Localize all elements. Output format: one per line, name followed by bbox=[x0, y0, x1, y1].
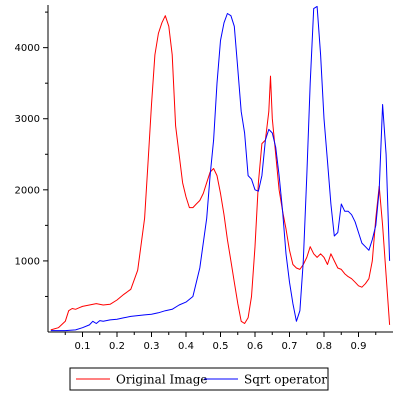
legend-label-sqrt-operator: Sqrt operator bbox=[244, 373, 327, 387]
y-tick-label: 3000 bbox=[15, 114, 40, 125]
legend-label-original-image: Original Image bbox=[116, 373, 208, 387]
series-line-sqrt-operator bbox=[50, 5, 391, 332]
x-tick-label: 0.9 bbox=[351, 341, 367, 352]
x-tick-label: 0.2 bbox=[109, 341, 125, 352]
legend: Original Image Sqrt operator bbox=[69, 367, 329, 391]
x-tick-label: 0.7 bbox=[282, 341, 298, 352]
x-tick-label: 0.5 bbox=[213, 341, 229, 352]
x-tick-label: 0.8 bbox=[316, 341, 332, 352]
axes bbox=[47, 5, 393, 333]
series-line-original-image bbox=[50, 15, 391, 331]
x-tick-label: 0.3 bbox=[144, 341, 160, 352]
y-tick-label: 1000 bbox=[15, 256, 40, 267]
x-tick-label: 0.4 bbox=[178, 341, 194, 352]
series-lines bbox=[50, 5, 391, 332]
tick-marks: 0.1 0.2 0.3 0.4 0.5 0.6 0.7 0.8 0.9 1000 2000 3000 4… bbox=[15, 11, 377, 352]
legend-box bbox=[69, 367, 329, 391]
y-tick-label: 2000 bbox=[15, 185, 40, 196]
x-tick-label: 0.6 bbox=[247, 341, 263, 352]
x-tick-label: 0.1 bbox=[75, 341, 91, 352]
y-tick-label: 4000 bbox=[15, 43, 40, 54]
